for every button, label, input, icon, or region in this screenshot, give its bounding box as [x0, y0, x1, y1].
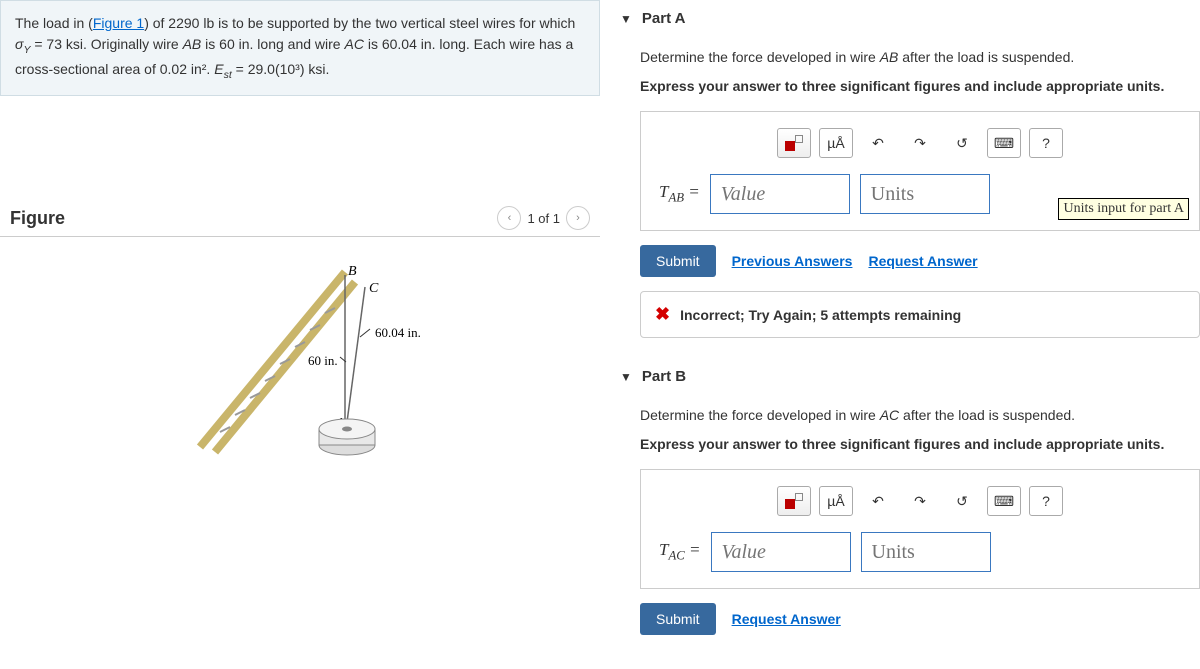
feedback-text: Incorrect; Try Again; 5 attempts remaini… [680, 307, 961, 323]
value-input-a[interactable] [710, 174, 850, 214]
collapse-icon[interactable]: ▼ [620, 12, 632, 26]
undo-icon[interactable]: ↶ [861, 486, 895, 516]
feedback-box: ✖ Incorrect; Try Again; 5 attempts remai… [640, 291, 1200, 338]
help-icon[interactable]: ? [1029, 128, 1063, 158]
template-icon[interactable] [777, 486, 811, 516]
special-chars-button[interactable]: µÅ [819, 486, 853, 516]
figure-diagram: B C 60.04 in. 60 in. A [0, 257, 600, 477]
figure-next-button[interactable]: › [566, 206, 590, 230]
svg-text:B: B [348, 264, 357, 279]
keyboard-icon[interactable]: ⌨ [987, 128, 1021, 158]
keyboard-icon[interactable]: ⌨ [987, 486, 1021, 516]
value-input-b[interactable] [711, 532, 851, 572]
part-a-title: Part A [642, 10, 686, 27]
svg-text:60.04 in.: 60.04 in. [375, 325, 421, 340]
request-answer-link-a[interactable]: Request Answer [868, 253, 977, 269]
special-chars-button[interactable]: µÅ [819, 128, 853, 158]
submit-button-a[interactable]: Submit [640, 245, 716, 277]
part-a-instruction2: Express your answer to three significant… [640, 76, 1200, 97]
incorrect-icon: ✖ [655, 304, 670, 325]
template-icon[interactable] [777, 128, 811, 158]
request-answer-link-b[interactable]: Request Answer [732, 611, 841, 627]
figure-link[interactable]: Figure 1 [93, 15, 144, 31]
help-icon[interactable]: ? [1029, 486, 1063, 516]
part-b-instruction: Determine the force developed in wire AC… [640, 405, 1200, 426]
problem-statement: The load in (Figure 1) of 2290 lb is to … [0, 0, 600, 96]
answer-symbol-b: TAC = [659, 540, 701, 563]
units-input-a[interactable] [860, 174, 990, 214]
units-tooltip: Units input for part A [1058, 198, 1189, 220]
undo-icon[interactable]: ↶ [861, 128, 895, 158]
reset-icon[interactable]: ↺ [945, 128, 979, 158]
svg-text:C: C [369, 281, 379, 296]
figure-title: Figure [10, 208, 65, 229]
divider [0, 236, 600, 237]
answer-symbol-a: TAB = [659, 182, 700, 205]
problem-text: The load in ( [15, 15, 93, 31]
part-a-answer-block: µÅ ↶ ↷ ↺ ⌨ ? TAB = Units input for part … [640, 111, 1200, 231]
figure-prev-button[interactable]: ‹ [497, 206, 521, 230]
units-input-b[interactable] [861, 532, 991, 572]
part-a-instruction: Determine the force developed in wire AB… [640, 47, 1200, 68]
redo-icon[interactable]: ↷ [903, 486, 937, 516]
svg-text:60 in.: 60 in. [308, 353, 338, 368]
part-b-instruction2: Express your answer to three significant… [640, 434, 1200, 455]
part-b-title: Part B [642, 368, 686, 385]
figure-page: 1 of 1 [527, 211, 560, 226]
reset-icon[interactable]: ↺ [945, 486, 979, 516]
collapse-icon[interactable]: ▼ [620, 370, 632, 384]
redo-icon[interactable]: ↷ [903, 128, 937, 158]
submit-button-b[interactable]: Submit [640, 603, 716, 635]
part-b-answer-block: µÅ ↶ ↷ ↺ ⌨ ? TAC = [640, 469, 1200, 589]
previous-answers-link[interactable]: Previous Answers [732, 253, 853, 269]
